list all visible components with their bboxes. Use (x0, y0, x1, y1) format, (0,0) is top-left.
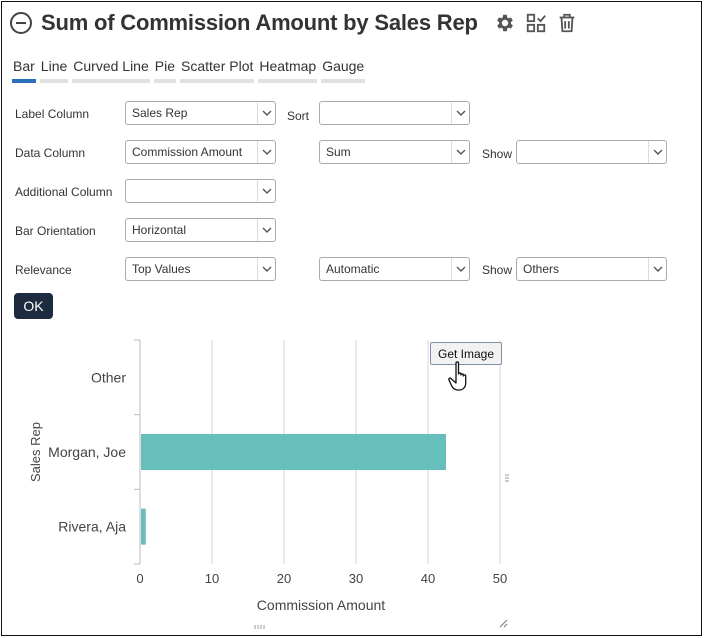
x-tick-label: 10 (205, 571, 219, 586)
data-column-select[interactable]: Commission Amount (125, 140, 276, 164)
bar[interactable] (141, 508, 146, 545)
data-column-value: Commission Amount (132, 145, 243, 159)
bar-orientation-label: Bar Orientation (15, 224, 96, 238)
category-label: Other (91, 369, 126, 385)
panel-title: Sum of Commission Amount by Sales Rep (41, 10, 478, 35)
ok-button[interactable]: OK (14, 293, 53, 319)
show-label: Show (482, 147, 513, 161)
tab-curved-line[interactable]: Curved Line (72, 58, 150, 83)
chevron-down-icon (257, 180, 275, 202)
additional-column-label: Additional Column (15, 185, 113, 199)
chevron-down-icon (257, 102, 275, 124)
label-column-select[interactable]: Sales Rep (125, 101, 276, 125)
bar-orientation-select[interactable]: Horizontal (125, 218, 276, 242)
tab-gauge[interactable]: Gauge (321, 58, 366, 83)
show-others-select[interactable]: Others (516, 257, 667, 281)
y-axis-label: Sales Rep (28, 422, 43, 482)
aggregate-value: Sum (326, 145, 351, 159)
category-label: Rivera, Aja (58, 519, 126, 535)
chart-x-ticks: 0 10 20 30 40 50 (136, 571, 507, 586)
chevron-down-icon (257, 219, 275, 241)
gear-icon[interactable] (494, 12, 516, 34)
show-others-value: Others (523, 262, 560, 276)
relevance-value: Top Values (132, 262, 191, 276)
chevron-down-icon (451, 102, 469, 124)
get-image-button[interactable]: Get Image (430, 342, 502, 365)
relevance-select[interactable]: Top Values (125, 257, 276, 281)
header-actions (494, 12, 578, 34)
show-others-label: Show (482, 263, 513, 277)
hand-cursor-icon (448, 361, 467, 391)
tab-pie[interactable]: Pie (153, 58, 176, 83)
trash-icon[interactable] (556, 12, 578, 34)
category-label: Morgan, Joe (48, 444, 126, 460)
panel-header: Sum of Commission Amount by Sales Rep (10, 8, 578, 38)
aggregate-select[interactable]: Sum (319, 140, 470, 164)
sort-label: Sort (287, 109, 310, 123)
bar[interactable] (141, 434, 446, 470)
chart-category-labels: Other Morgan, Joe Rivera, Aja (48, 369, 126, 534)
additional-column-select[interactable] (125, 179, 276, 203)
label-column-value: Sales Rep (132, 106, 188, 120)
tab-line[interactable]: Line (39, 58, 69, 83)
chevron-down-icon (451, 258, 469, 280)
tab-heatmap[interactable]: Heatmap (258, 58, 318, 83)
resize-corner-icon[interactable] (498, 618, 508, 628)
minus-circle-icon[interactable] (10, 12, 32, 34)
label-column-label: Label Column (15, 107, 90, 121)
chevron-down-icon (257, 141, 275, 163)
tab-scatter-plot[interactable]: Scatter Plot (180, 58, 255, 83)
chevron-down-icon (648, 141, 666, 163)
relevance-mode-value: Automatic (326, 262, 380, 276)
chevron-down-icon (648, 258, 666, 280)
x-tick-label: 20 (277, 571, 291, 586)
chevron-down-icon (257, 258, 275, 280)
relevance-mode-select[interactable]: Automatic (319, 257, 470, 281)
sort-select[interactable] (319, 101, 470, 125)
x-tick-label: 40 (421, 571, 435, 586)
chart-bars (141, 434, 446, 545)
x-tick-label: 0 (136, 571, 143, 586)
data-column-label: Data Column (15, 146, 86, 160)
relevance-label: Relevance (15, 263, 72, 277)
bar-orientation-value: Horizontal (132, 223, 187, 237)
x-tick-label: 50 (493, 571, 507, 586)
x-tick-label: 30 (349, 571, 363, 586)
x-axis-label: Commission Amount (257, 597, 385, 613)
show-select[interactable] (516, 140, 667, 164)
tab-bar[interactable]: Bar (12, 58, 36, 83)
chart-type-tabs: Bar Line Curved Line Pie Scatter Plot He… (12, 58, 366, 83)
chevron-down-icon (451, 141, 469, 163)
layout-icon[interactable] (525, 12, 547, 34)
resize-handle-icon[interactable] (504, 474, 510, 484)
resize-handle-icon[interactable] (254, 624, 266, 630)
